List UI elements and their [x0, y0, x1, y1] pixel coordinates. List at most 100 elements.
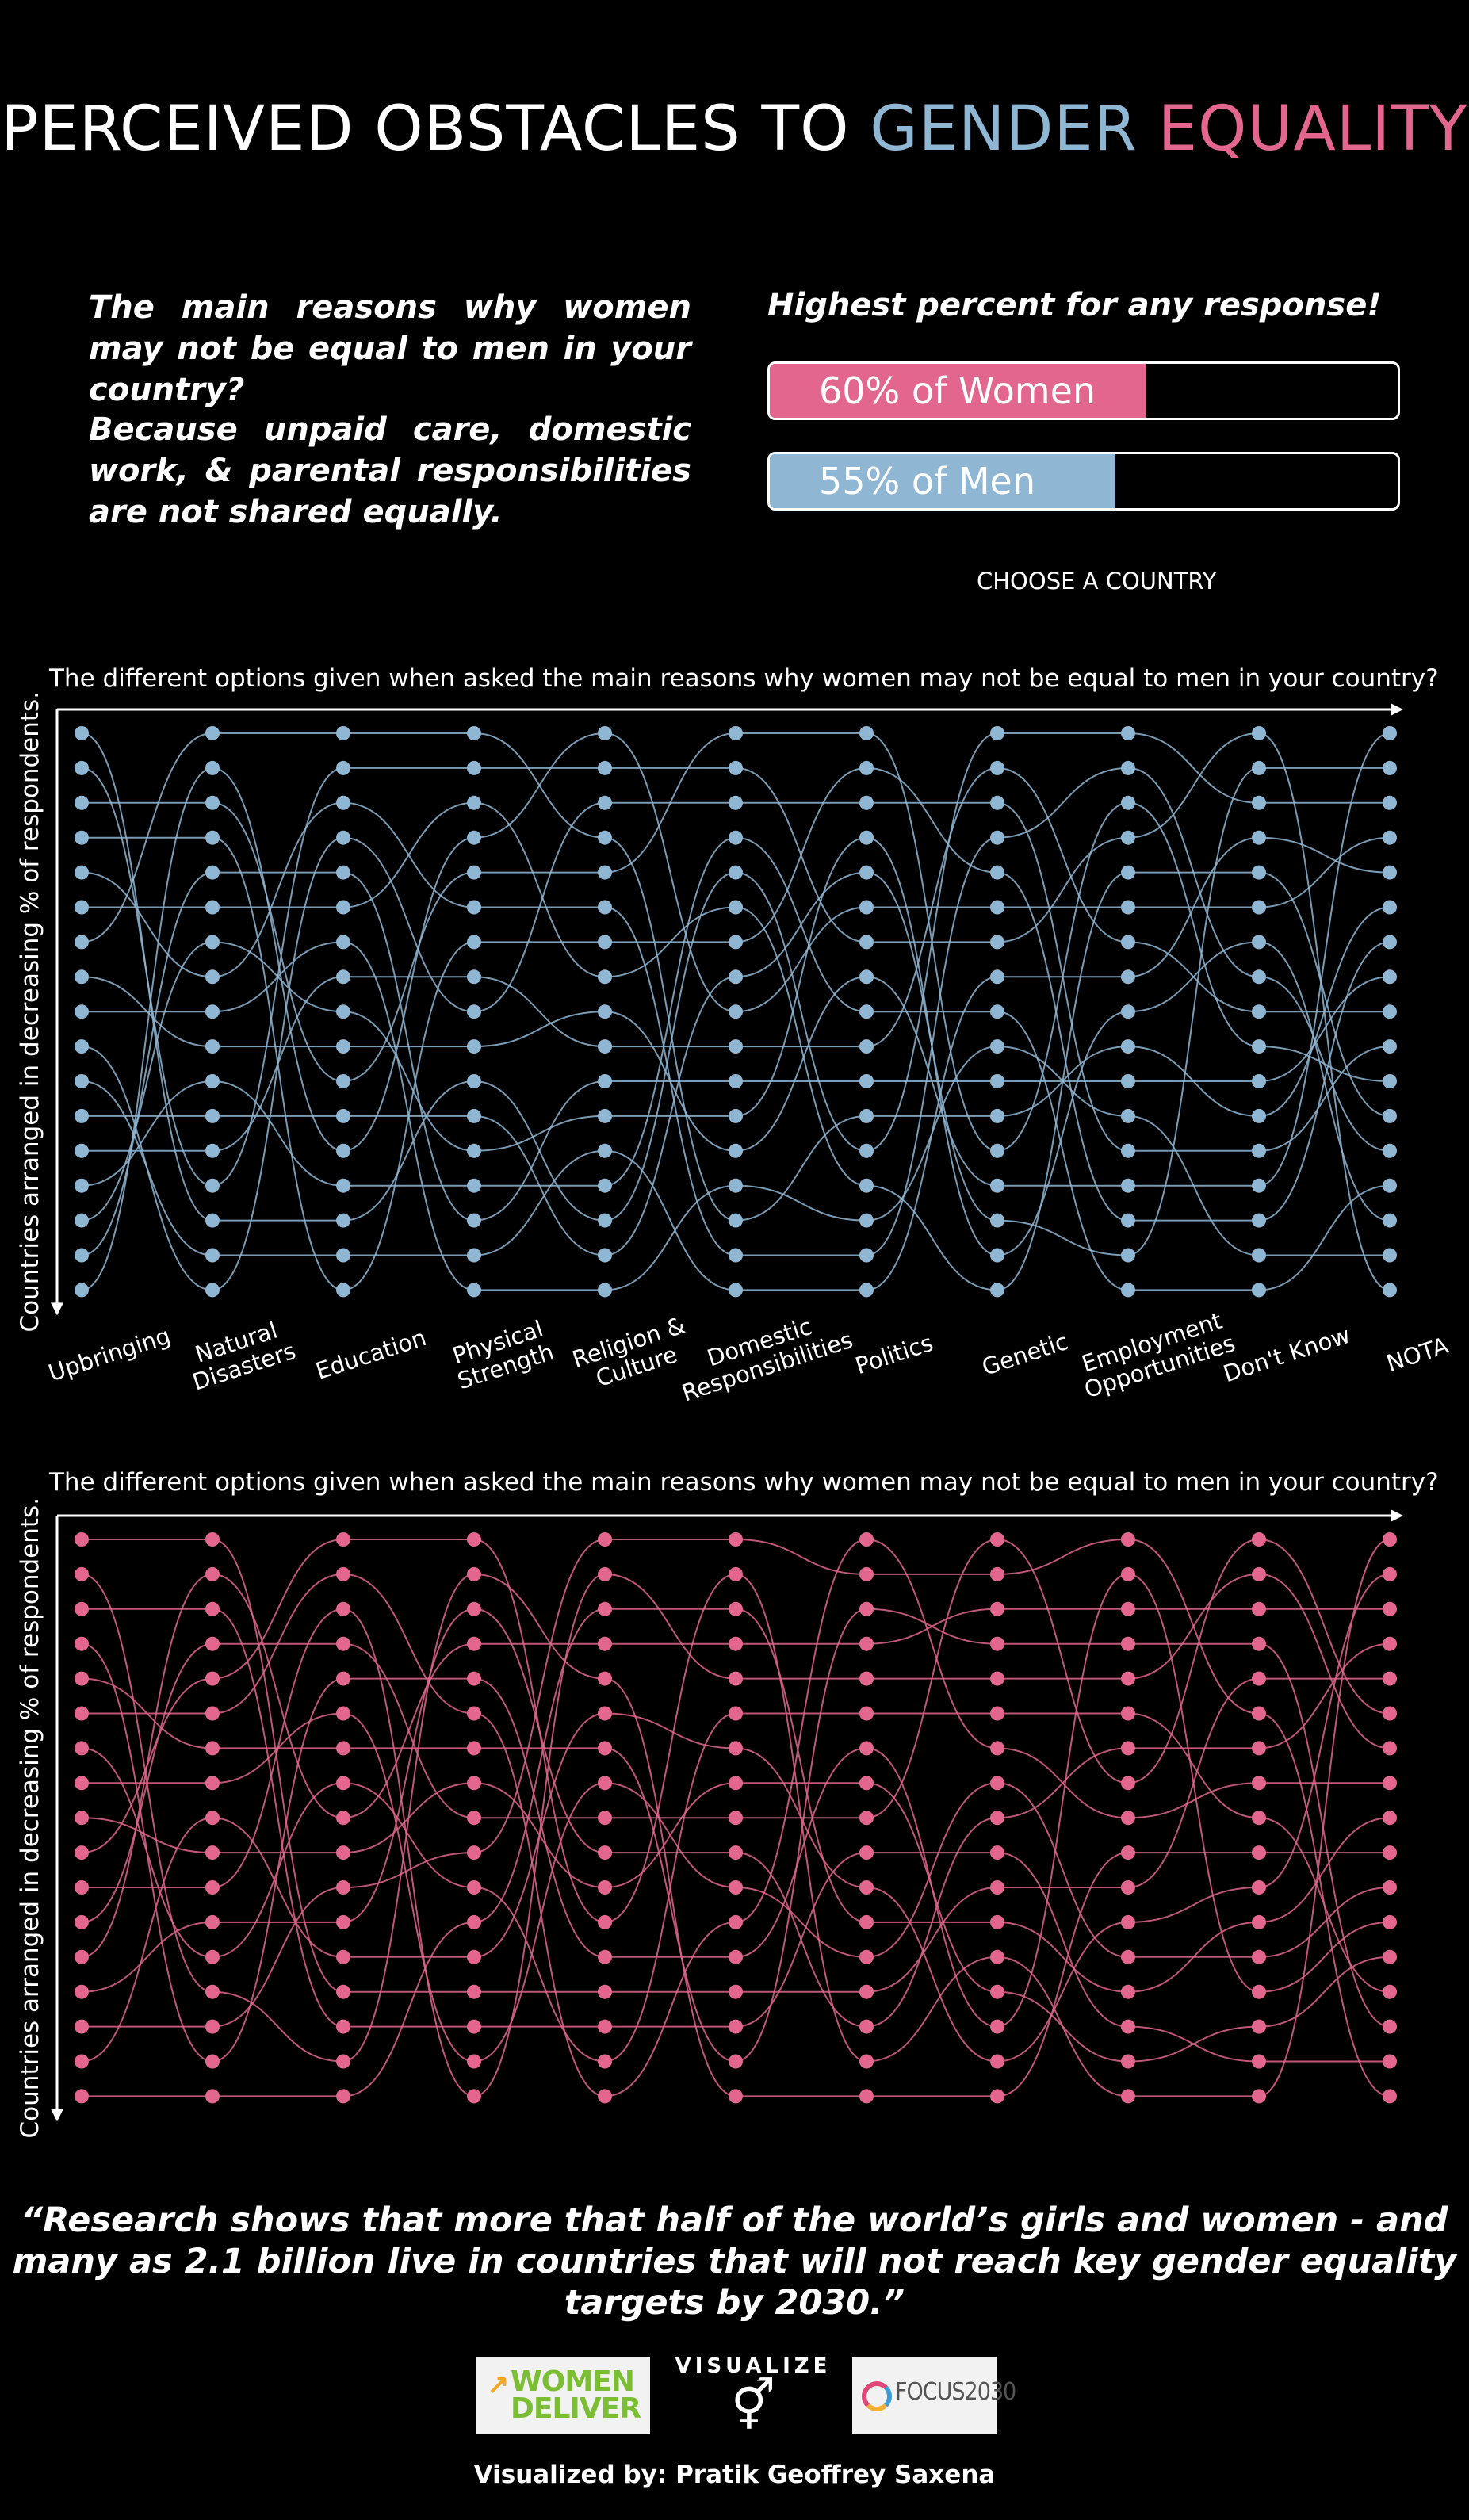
rank-dot — [336, 1248, 350, 1263]
rank-dot — [729, 726, 743, 740]
country-line — [81, 1573, 1391, 2097]
logo-wd-line1: WOMEN — [511, 2365, 635, 2398]
rank-dot — [1383, 1706, 1397, 1721]
rank-dot — [598, 2089, 612, 2104]
rank-dot — [205, 2054, 220, 2069]
rank-dot — [598, 1004, 612, 1019]
rank-dot — [75, 1671, 89, 1686]
rank-dot — [1383, 1880, 1397, 1895]
rank-dot — [205, 1178, 220, 1193]
rank-dot — [598, 1706, 612, 1721]
women-deliver-logo: ↗ WOMEN DELIVER — [476, 2357, 650, 2434]
rank-dot — [1383, 969, 1397, 985]
rank-dot — [990, 1566, 1004, 1581]
rank-dot — [990, 1671, 1004, 1686]
rank-dot — [336, 1039, 350, 1054]
rank-dot — [598, 1532, 612, 1547]
rank-dot — [1383, 726, 1397, 740]
women-percent-bar: 60% of Women — [767, 361, 1400, 420]
rank-dot — [336, 1949, 350, 1964]
rank-dot — [598, 935, 612, 950]
rank-dot — [336, 1143, 350, 1158]
rank-dot — [729, 1039, 743, 1054]
rank-dot — [990, 1283, 1004, 1298]
rank-dot — [729, 1248, 743, 1263]
rank-dot — [1121, 1776, 1135, 1791]
visualize-logo: VISUALIZE ⚥ — [674, 2354, 832, 2434]
rank-dot — [205, 830, 220, 845]
rank-dot — [336, 830, 350, 845]
rank-dot — [205, 1776, 220, 1791]
rank-dot — [75, 935, 89, 950]
rank-dot — [205, 726, 220, 740]
rank-dot — [859, 1845, 874, 1860]
rank-dot — [990, 1914, 1004, 1929]
x-axis-arrow — [1391, 703, 1403, 716]
rank-dot — [1383, 1949, 1397, 1964]
rank-dot — [859, 760, 874, 775]
rank-dot — [598, 1143, 612, 1158]
rank-dot — [1383, 1671, 1397, 1686]
rank-dot — [467, 2054, 481, 2069]
rank-dot — [990, 1776, 1004, 1791]
rank-dot — [729, 1811, 743, 1826]
rank-dot — [336, 1845, 350, 1860]
ring-icon — [862, 2381, 892, 2411]
chart-title: The different options given when asked t… — [48, 664, 1439, 693]
rank-dot — [467, 1776, 481, 1791]
rank-dot — [75, 760, 89, 775]
rank-dot — [729, 1178, 743, 1193]
rank-dot — [1252, 1776, 1266, 1791]
rank-dot — [205, 1880, 220, 1895]
rank-dot — [467, 2089, 481, 2104]
rank-dot — [729, 1845, 743, 1860]
rank-dot — [859, 1004, 874, 1019]
rank-dot — [1383, 1283, 1397, 1298]
rank-dot — [1121, 1741, 1135, 1756]
rank-dot — [467, 935, 481, 950]
rank-dot — [205, 1248, 220, 1263]
category-label: EmploymentOpportunities — [1073, 1306, 1239, 1404]
rank-dot — [990, 2054, 1004, 2069]
highest-percent-label: Highest percent for any response! — [767, 287, 1382, 323]
rank-dot — [990, 1248, 1004, 1263]
rank-dot — [859, 1039, 874, 1054]
rank-dot — [1383, 1566, 1397, 1581]
rank-dot — [1383, 900, 1397, 915]
country-line — [82, 801, 1391, 1291]
rank-dot — [729, 830, 743, 845]
rank-dot — [205, 1601, 220, 1616]
rank-dot — [729, 1706, 743, 1721]
rank-dot — [1383, 760, 1397, 775]
intro-answer: Because unpaid care, domestic work, & pa… — [89, 411, 691, 530]
rank-dot — [598, 1914, 612, 1929]
rank-dot — [990, 726, 1004, 740]
logo-wd-line2: DELIVER — [511, 2392, 641, 2425]
choose-country-button[interactable]: CHOOSE A COUNTRY — [977, 568, 1217, 595]
rank-dot — [75, 865, 89, 880]
rank-dot — [1383, 1601, 1397, 1616]
rank-dot — [336, 1880, 350, 1895]
country-line — [82, 1538, 1391, 2097]
rank-dot — [598, 2019, 612, 2034]
rank-dot — [859, 1636, 874, 1651]
rank-dot — [75, 1248, 89, 1263]
rank-dot — [729, 1213, 743, 1228]
rank-dot — [729, 1636, 743, 1651]
rank-dot — [859, 1143, 874, 1158]
rank-dot — [1121, 1039, 1135, 1054]
rank-dot — [75, 1741, 89, 1756]
rank-dot — [990, 1706, 1004, 1721]
rank-dot — [205, 1039, 220, 1054]
x-axis-arrow — [1391, 1509, 1403, 1522]
women-bar-fill — [770, 364, 1147, 418]
rank-dot — [467, 1248, 481, 1263]
rank-dot — [1383, 1248, 1397, 1263]
rank-dot — [598, 1566, 612, 1581]
rank-dot — [1121, 1213, 1135, 1228]
rank-dot — [467, 726, 481, 740]
rank-dot — [336, 795, 350, 810]
rank-dot — [729, 760, 743, 775]
rank-dot — [1121, 830, 1135, 845]
rank-dot — [859, 969, 874, 985]
